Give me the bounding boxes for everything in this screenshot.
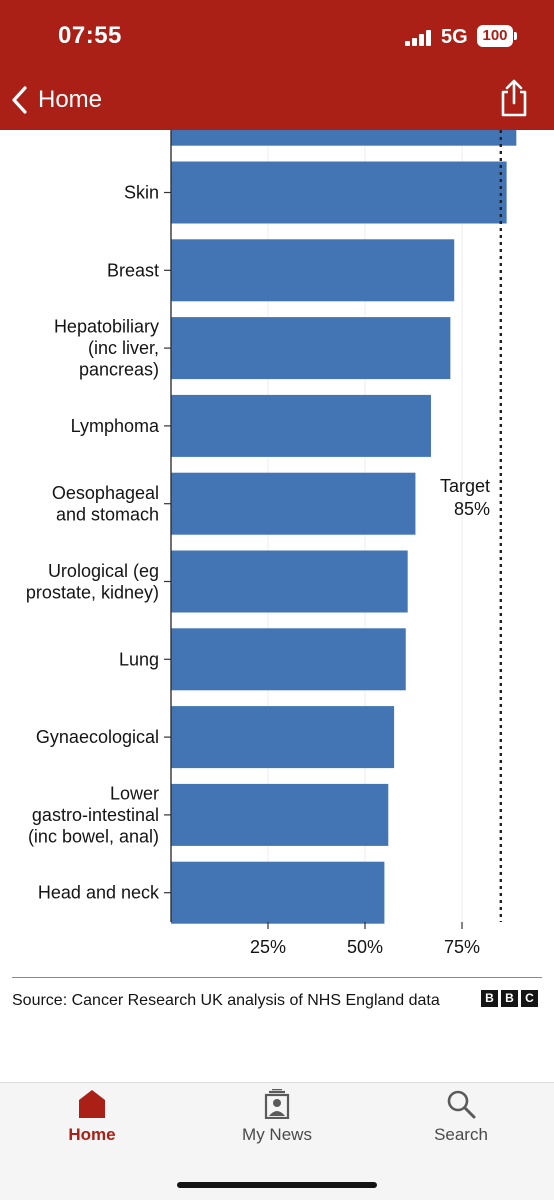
nav-bar: Home [0,70,554,130]
bar-2 [171,239,455,302]
chevron-left-icon [12,86,27,114]
category-label-9-2: (inc bowel, anal) [28,826,159,846]
category-label-3-0: Hepatobiliary [54,317,159,337]
category-label-4-0: Lymphoma [71,416,160,436]
category-label-6-1: prostate, kidney) [26,582,159,602]
search-icon [447,1090,476,1119]
bar-9 [171,783,389,846]
chart-source: Source: Cancer Research UK analysis of N… [12,992,440,1009]
x-tick-label-50: 50% [347,937,383,957]
bbc-logo: B B C [481,990,538,1007]
bar-8 [171,706,395,769]
category-label-10-0: Head and neck [38,883,160,903]
category-label-7-0: Lung [119,649,159,669]
back-label: Home [38,86,103,113]
category-label-9-1: gastro-intestinal [32,805,159,825]
share-button[interactable] [497,78,531,118]
share-icon [501,79,527,117]
signal-icon [405,30,435,46]
category-label-5-0: Oesophageal [52,483,159,503]
bar-1 [171,161,507,224]
category-label-3-1: (inc liver, [88,338,159,358]
bbc-logo-b1: B [481,990,498,1007]
battery-icon: 100 [477,25,517,47]
category-label-8-0: Gynaecological [36,727,159,747]
battery-level: 100 [482,27,508,44]
tab-search-label: Search [434,1125,488,1144]
category-label-5-1: and stomach [56,504,159,524]
status-time: 07:55 [58,22,122,49]
tab-my-news-label: My News [242,1125,312,1144]
bar-0 [171,130,517,146]
target-value-label: 85% [454,499,490,519]
category-label-2-0: Breast [107,260,159,280]
x-tick-label-25: 25% [250,937,286,957]
bbc-logo-c: C [521,990,538,1007]
tab-my-news[interactable]: My News [212,1089,342,1159]
x-tick-label-75: 75% [444,937,480,957]
tab-home-label: Home [68,1125,116,1144]
source-divider [12,977,542,978]
back-button[interactable]: Home [10,84,102,116]
category-label-1-0: Skin [124,183,159,203]
tab-home[interactable]: Home [27,1089,157,1159]
home-icon [79,1090,105,1118]
category-label-3-2: pancreas) [79,360,159,380]
bar-7 [171,628,406,691]
status-bar: 07:55 5G 100 [0,0,554,70]
category-label-6-0: Urological (eg [48,561,159,581]
my-news-icon [264,1089,290,1119]
bar-4 [171,394,431,457]
network-type: 5G [441,26,468,48]
bbc-logo-b2: B [501,990,518,1007]
bar-6 [171,550,408,613]
bar-10 [171,861,385,924]
tab-bar: Home My News Search [0,1082,554,1200]
bar-3 [171,317,451,380]
target-label: Target [440,476,490,496]
tab-search[interactable]: Search [396,1089,526,1159]
bar-5 [171,472,416,535]
home-indicator [177,1182,377,1188]
category-label-9-0: Lower [110,783,159,803]
